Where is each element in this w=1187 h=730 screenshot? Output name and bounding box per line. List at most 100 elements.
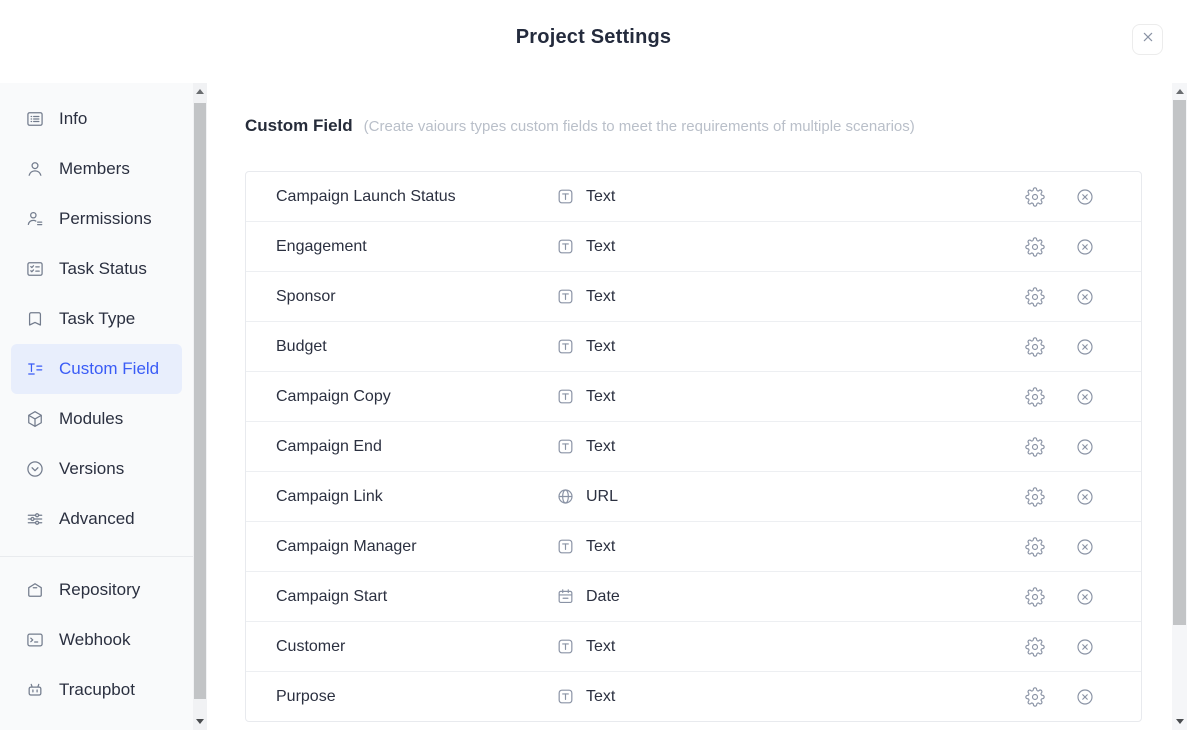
field-name: Purpose <box>276 687 336 705</box>
section-heading-row: Custom Field (Create vaiours types custo… <box>245 116 1142 136</box>
field-type: Date <box>556 587 1025 606</box>
settings-icon[interactable] <box>1025 336 1045 357</box>
field-name: Sponsor <box>276 287 336 305</box>
row-actions <box>1025 586 1141 607</box>
sidebar-item-label: Repository <box>59 580 141 599</box>
sidebar-item-task-status[interactable]: Task Status <box>0 244 193 294</box>
row-actions <box>1025 336 1141 357</box>
scroll-down-icon[interactable] <box>1172 719 1187 724</box>
custom-field-row: Campaign Launch Status Text <box>246 172 1141 221</box>
main-scrollbar-thumb[interactable] <box>1173 100 1186 625</box>
sidebar-item-label: Tracupbot <box>59 680 135 699</box>
field-type-label: Text <box>586 287 616 305</box>
field-type: Text <box>556 387 1025 406</box>
delete-icon[interactable] <box>1075 187 1095 207</box>
delete-icon[interactable] <box>1075 537 1095 557</box>
field-type: Text <box>556 637 1025 656</box>
info-icon <box>25 109 45 129</box>
sidebar-item-label: Members <box>59 159 130 178</box>
sidebar-item-label: Webhook <box>59 630 131 649</box>
sidebar-item-label: Advanced <box>59 509 135 528</box>
row-actions <box>1025 386 1141 407</box>
section-heading: Custom Field <box>245 116 353 135</box>
field-type-label: Date <box>586 587 620 605</box>
sidebar-item-info[interactable]: Info <box>0 94 193 144</box>
main-content: Custom Field (Create vaiours types custo… <box>207 83 1172 730</box>
sidebar-divider <box>0 556 193 557</box>
delete-icon[interactable] <box>1075 387 1095 407</box>
custom-field-row: Campaign Link URL <box>246 471 1141 521</box>
sidebar-item-permissions[interactable]: Permissions <box>0 194 193 244</box>
sidebar-item-versions[interactable]: Versions <box>0 444 193 494</box>
sidebar-item-label: Info <box>59 109 88 128</box>
scroll-down-icon[interactable] <box>193 719 207 724</box>
settings-icon[interactable] <box>1025 686 1045 707</box>
settings-icon[interactable] <box>1025 486 1045 507</box>
sidebar-scrollbar-thumb[interactable] <box>194 103 206 699</box>
versions-icon <box>25 459 45 479</box>
url-type-icon <box>556 487 575 506</box>
settings-icon[interactable] <box>1025 386 1045 407</box>
date-type-icon <box>556 587 575 606</box>
field-type-label: Text <box>586 237 616 255</box>
custom-field-icon <box>25 359 45 379</box>
sidebar-item-label: Task Type <box>59 309 136 328</box>
settings-icon[interactable] <box>1025 536 1045 557</box>
delete-icon[interactable] <box>1075 437 1095 457</box>
sidebar-item-members[interactable]: Members <box>0 144 193 194</box>
custom-field-row: Campaign Copy Text <box>246 371 1141 421</box>
text-type-icon <box>556 537 575 556</box>
settings-icon[interactable] <box>1025 436 1045 457</box>
delete-icon[interactable] <box>1075 587 1095 607</box>
text-type-icon <box>556 387 575 406</box>
modules-icon <box>25 409 45 429</box>
delete-icon[interactable] <box>1075 637 1095 657</box>
field-name: Budget <box>276 337 327 355</box>
scroll-up-icon[interactable] <box>1172 89 1187 94</box>
custom-field-row: Purpose Text <box>246 671 1141 721</box>
sidebar-item-label: Modules <box>59 409 124 428</box>
field-type: Text <box>556 187 1025 206</box>
main-scrollbar[interactable] <box>1172 83 1187 730</box>
sidebar-item-advanced[interactable]: Advanced <box>0 494 193 544</box>
scroll-up-icon[interactable] <box>193 89 207 94</box>
field-type-label: Text <box>586 687 616 705</box>
settings-icon[interactable] <box>1025 186 1045 207</box>
sidebar-item-webhook[interactable]: Webhook <box>0 615 193 665</box>
sidebar-section-integrations: Repository Webhook Tracupbot <box>0 565 193 715</box>
sidebar-item-tracupbot[interactable]: Tracupbot <box>0 665 193 715</box>
sidebar-item-modules[interactable]: Modules <box>0 394 193 444</box>
advanced-icon <box>25 509 45 529</box>
close-icon <box>1140 29 1156 50</box>
field-name: Campaign Start <box>276 587 388 605</box>
close-button[interactable] <box>1132 24 1163 55</box>
field-name: Engagement <box>276 237 367 255</box>
sidebar-item-label: Permissions <box>59 209 152 228</box>
sidebar-item-label: Task Status <box>59 259 147 278</box>
delete-icon[interactable] <box>1075 687 1095 707</box>
row-actions <box>1025 486 1141 507</box>
sidebar-scrollbar[interactable] <box>193 83 207 730</box>
sidebar-item-repository[interactable]: Repository <box>0 565 193 615</box>
text-type-icon <box>556 637 575 656</box>
field-name: Campaign End <box>276 437 382 455</box>
settings-icon[interactable] <box>1025 586 1045 607</box>
settings-icon[interactable] <box>1025 236 1045 257</box>
sidebar-item-task-type[interactable]: Task Type <box>0 294 193 344</box>
field-type: Text <box>556 287 1025 306</box>
permissions-icon <box>25 209 45 229</box>
row-actions <box>1025 436 1141 457</box>
sidebar-item-custom-field[interactable]: Custom Field <box>11 344 182 394</box>
sidebar-section-main: Info Members Permissions Task Status Task Ty… <box>0 94 193 544</box>
delete-icon[interactable] <box>1075 237 1095 257</box>
field-name: Campaign Launch Status <box>276 187 456 205</box>
field-type: Text <box>556 437 1025 456</box>
settings-icon[interactable] <box>1025 636 1045 657</box>
settings-icon[interactable] <box>1025 286 1045 307</box>
field-type-label: Text <box>586 187 616 205</box>
delete-icon[interactable] <box>1075 337 1095 357</box>
modal-header: Project Settings <box>0 0 1187 83</box>
delete-icon[interactable] <box>1075 287 1095 307</box>
delete-icon[interactable] <box>1075 487 1095 507</box>
custom-field-row: Campaign End Text <box>246 421 1141 471</box>
